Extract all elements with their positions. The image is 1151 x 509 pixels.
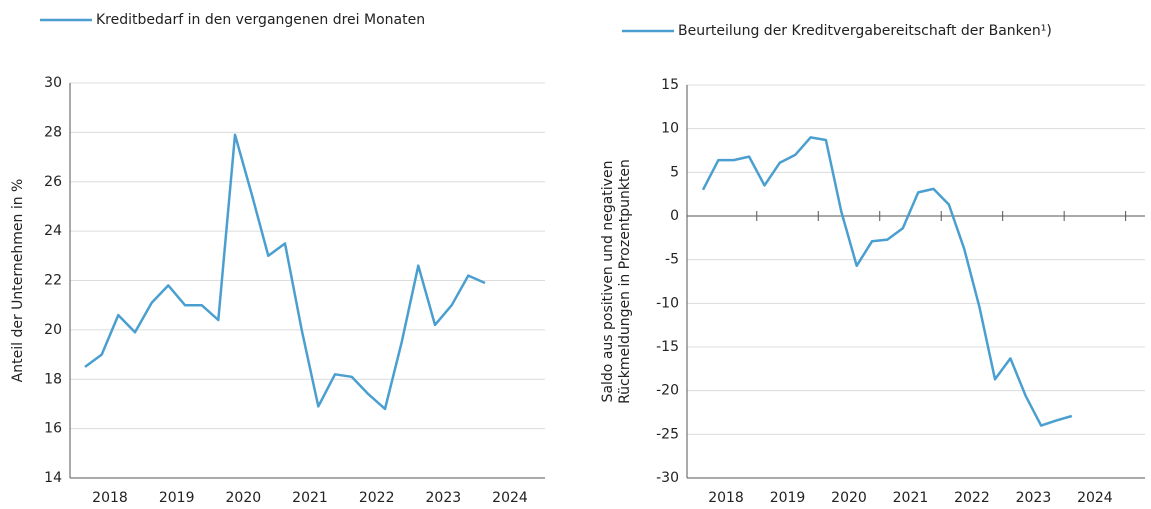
- x-tick-label: 2023: [426, 490, 462, 506]
- y-axis-label: Saldo aus positiven und negativen: [600, 161, 616, 403]
- y-tick-label: -30: [656, 470, 679, 486]
- legend-label: Kreditbedarf in den vergangenen drei Mon…: [96, 12, 425, 28]
- x-tick-label: 2018: [708, 490, 744, 506]
- data-line: [84, 133, 486, 411]
- x-tick-label: 2021: [893, 490, 929, 506]
- x-tick-label: 2020: [831, 490, 867, 506]
- x-tick-label: 2019: [770, 490, 806, 506]
- x-tick-label: 2018: [92, 490, 128, 506]
- x-tick-label: 2023: [1016, 490, 1052, 506]
- y-tick-label: -5: [665, 252, 679, 268]
- y-tick-label: 24: [44, 223, 62, 239]
- y-tick-label: 22: [44, 273, 62, 289]
- x-tick-label: 2024: [1077, 490, 1113, 506]
- y-tick-label: 20: [44, 322, 62, 338]
- legend-label: Beurteilung der Kreditvergabereitschaft …: [678, 23, 1052, 39]
- y-tick-label: 30: [44, 75, 62, 91]
- y-tick-label: 18: [44, 371, 62, 387]
- y-tick-label: 16: [44, 421, 62, 437]
- x-tick-label: 2024: [492, 490, 528, 506]
- x-tick-label: 2022: [954, 490, 990, 506]
- x-tick-label: 2019: [159, 490, 195, 506]
- y-tick-label: 0: [670, 208, 679, 224]
- x-tick-label: 2021: [292, 490, 328, 506]
- y-tick-label: 15: [661, 77, 679, 93]
- y-axis-label: Anteil der Unternehmen in %: [10, 179, 26, 383]
- y-tick-label: -20: [656, 383, 679, 399]
- y-tick-label: 26: [44, 174, 62, 190]
- y-tick-label: -15: [656, 339, 679, 355]
- y-tick-label: 28: [44, 124, 62, 140]
- y-tick-label: -10: [656, 295, 679, 311]
- y-tick-label: 10: [661, 121, 679, 137]
- y-axis-label: Rückmeldungen in Prozentpunkten: [617, 159, 633, 404]
- y-tick-label: -25: [656, 426, 679, 442]
- x-tick-label: 2022: [359, 490, 395, 506]
- y-tick-label: 14: [44, 470, 62, 486]
- data-line: [701, 136, 1073, 427]
- y-tick-label: 5: [670, 164, 679, 180]
- x-tick-label: 2020: [226, 490, 262, 506]
